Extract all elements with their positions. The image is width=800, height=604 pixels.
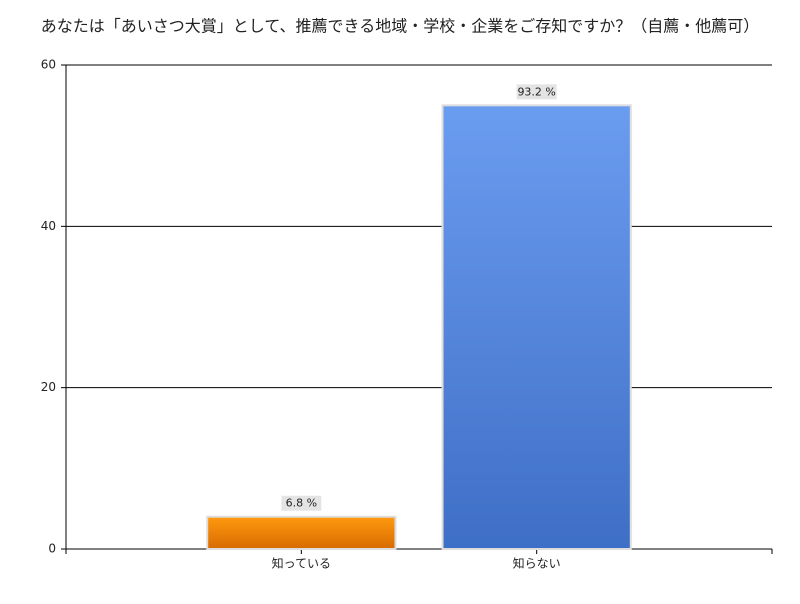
y-tick-label: 20 bbox=[41, 380, 56, 394]
x-tick-label: 知らない bbox=[513, 557, 561, 571]
bar bbox=[206, 515, 397, 551]
value-label-box bbox=[516, 84, 557, 100]
bar bbox=[441, 104, 632, 550]
chart-title: あなたは「あいさつ大賞」として、推薦できる地域・学校・企業をご存知ですか？（自薦… bbox=[41, 17, 759, 36]
x-tick-label: 知っている bbox=[272, 557, 331, 571]
y-tick-label: 0 bbox=[48, 542, 56, 556]
value-label: 6.8 % bbox=[286, 497, 317, 510]
value-label: 93.2 % bbox=[517, 85, 555, 98]
y-tick-label: 60 bbox=[41, 58, 56, 72]
y-tick-label: 40 bbox=[41, 219, 56, 233]
value-label-box bbox=[281, 495, 322, 511]
